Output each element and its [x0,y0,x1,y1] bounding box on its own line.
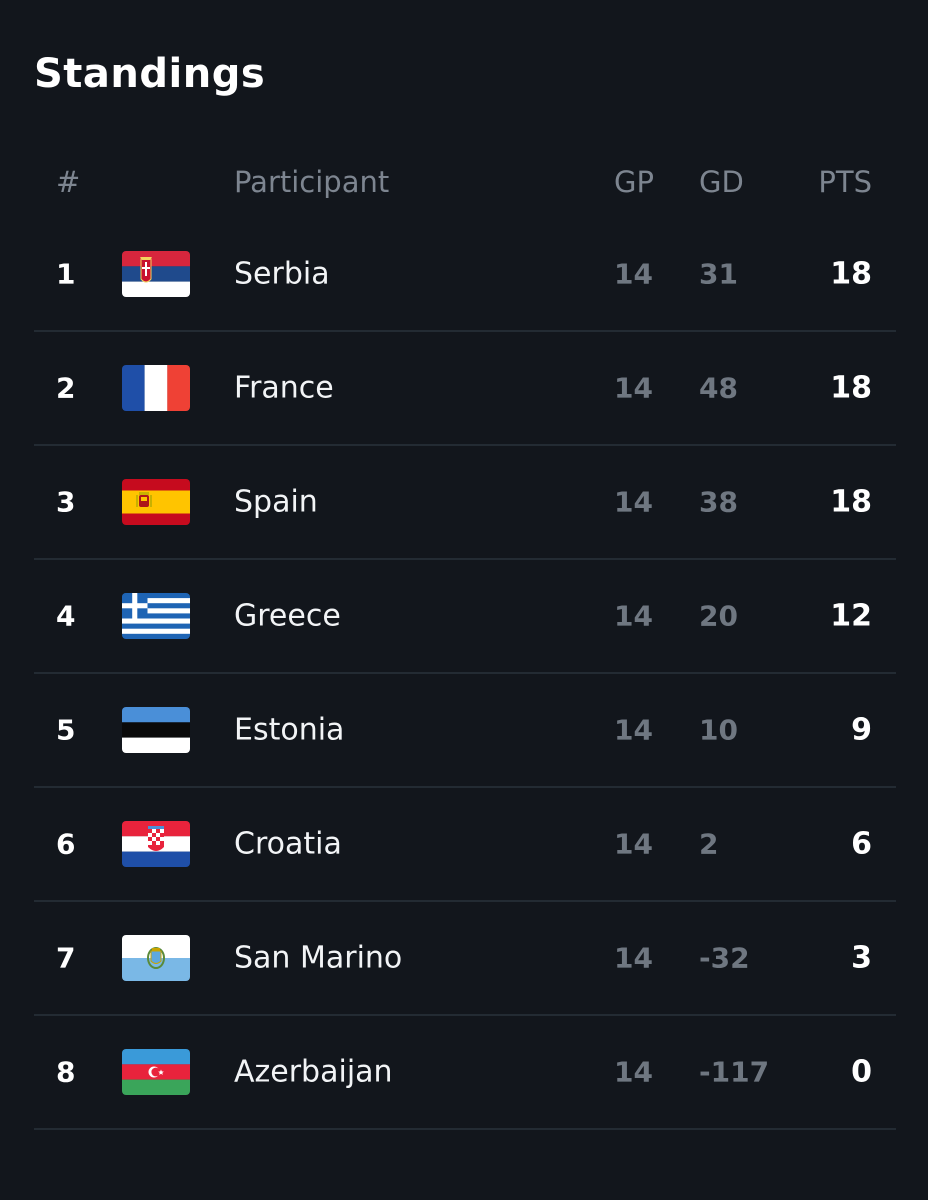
row-rank: 1 [56,257,76,291]
row-participant: Croatia [234,826,342,862]
row-gd: 20 [699,599,738,633]
header-gd: GD [699,165,744,199]
row-gp: 14 [614,941,653,975]
table-row[interactable]: 3 Spain 14 38 18 [34,446,896,560]
row-pts: 18 [830,484,872,520]
row-gp: 14 [614,257,653,291]
table-row[interactable]: 8 Azerbaijan 14 -117 0 [34,1016,896,1130]
azerbaijan-flag-icon [122,1049,190,1095]
row-gd: -32 [699,941,750,975]
row-participant: San Marino [234,940,403,976]
table-row[interactable]: 4 Greece 14 20 12 [34,560,896,674]
row-rank: 3 [56,485,76,519]
row-participant: Azerbaijan [234,1054,393,1090]
header-gp: GP [614,165,654,199]
row-rank: 4 [56,599,76,633]
standings-table: 1 Serbia 14 31 18 2 France [34,218,896,1130]
france-flag-icon [122,365,190,411]
header-pts: PTS [818,165,872,199]
row-pts: 18 [830,256,872,292]
table-row[interactable]: 7 San Marino 14 -32 3 [34,902,896,1016]
table-row[interactable]: 2 France 14 48 18 [34,332,896,446]
row-gd: 31 [699,257,738,291]
page-title: Standings [34,51,266,97]
row-gd: -117 [699,1055,770,1089]
row-participant: Greece [234,598,341,634]
spain-flag-icon [122,479,190,525]
row-gd: 10 [699,713,738,747]
row-gp: 14 [614,827,653,861]
row-pts: 18 [830,370,872,406]
row-participant: Serbia [234,256,330,292]
table-header: # Participant GP GD PTS [34,165,896,209]
header-rank: # [56,165,81,199]
row-gp: 14 [614,1055,653,1089]
row-gp: 14 [614,599,653,633]
row-rank: 7 [56,941,76,975]
estonia-flag-icon [122,707,190,753]
row-participant: Spain [234,484,318,520]
table-row[interactable]: 6 Croatia 14 2 6 [34,788,896,902]
row-pts: 9 [851,712,872,748]
row-pts: 6 [851,826,872,862]
table-row[interactable]: 5 Estonia 14 10 9 [34,674,896,788]
row-pts: 3 [851,940,872,976]
row-pts: 12 [830,598,872,634]
row-rank: 5 [56,713,76,747]
row-participant: France [234,370,334,406]
table-row[interactable]: 1 Serbia 14 31 18 [34,218,896,332]
row-rank: 2 [56,371,76,405]
row-gd: 38 [699,485,738,519]
row-rank: 6 [56,827,76,861]
row-rank: 8 [56,1055,76,1089]
row-participant: Estonia [234,712,345,748]
serbia-flag-icon [122,251,190,297]
row-gd: 48 [699,371,738,405]
row-gp: 14 [614,371,653,405]
row-gp: 14 [614,713,653,747]
croatia-flag-icon [122,821,190,867]
header-participant: Participant [234,165,390,199]
row-gp: 14 [614,485,653,519]
greece-flag-icon [122,593,190,639]
san-marino-flag-icon [122,935,190,981]
row-pts: 0 [851,1054,872,1090]
row-gd: 2 [699,827,719,861]
